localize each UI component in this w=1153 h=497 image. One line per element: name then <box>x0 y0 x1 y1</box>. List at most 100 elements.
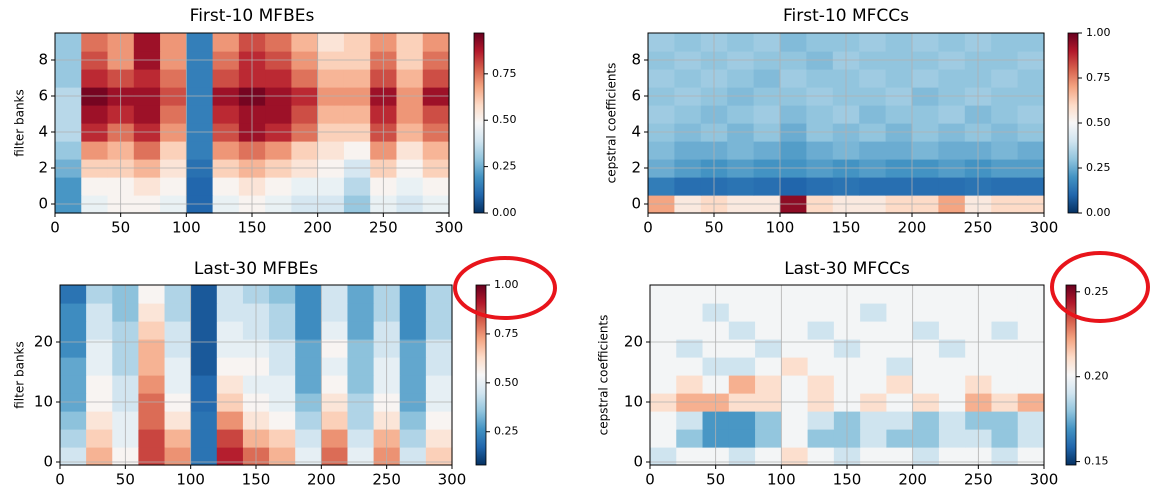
heatmap-cell <box>991 411 1019 430</box>
heatmap-cell <box>886 411 914 430</box>
heatmap-cell <box>912 411 940 430</box>
y-tick-label: 20 <box>34 333 53 351</box>
heatmap-cell <box>1017 69 1045 88</box>
heatmap-cell <box>164 411 192 430</box>
heatmap-cell <box>676 357 704 376</box>
heatmap-cell <box>265 69 292 88</box>
heatmap-cell <box>425 321 453 340</box>
heatmap-cell <box>190 429 218 448</box>
heatmap-cell <box>806 177 834 196</box>
x-tick-label: 100 <box>176 471 205 489</box>
heatmap-cell <box>295 285 322 304</box>
heatmap-cell <box>425 357 453 376</box>
heatmap-cell <box>343 177 371 196</box>
heatmap-cell <box>86 303 113 322</box>
heatmap-cell <box>650 285 677 304</box>
heatmap-cell <box>399 357 427 376</box>
heatmap-cell <box>164 429 192 448</box>
colorbar-tick-label: 1.00 <box>1086 26 1111 39</box>
heatmap-cell <box>859 177 887 196</box>
heatmap-cell <box>912 105 939 124</box>
heatmap-cell <box>347 411 375 430</box>
x-tick-label: 100 <box>767 471 796 489</box>
colorbar <box>1065 284 1077 466</box>
heatmap-cell <box>396 105 424 124</box>
heatmap-cell <box>1017 303 1045 322</box>
heatmap-cell <box>60 375 87 394</box>
heatmap-cell <box>674 33 702 52</box>
heatmap-cell <box>55 105 82 124</box>
colorbar <box>473 32 485 214</box>
x-tick-label: 250 <box>369 219 398 237</box>
heatmap-cell <box>860 285 887 304</box>
heatmap-cell <box>806 69 834 88</box>
heatmap-cell <box>753 33 781 52</box>
heatmap-cell <box>938 411 966 430</box>
y-tick-label: 4 <box>38 123 48 141</box>
heatmap-cell <box>396 177 424 196</box>
heatmap-cell <box>86 357 113 376</box>
y-axis-label: cepstral coefficients <box>605 63 619 184</box>
heatmap-cell <box>807 411 835 430</box>
heatmap-cell <box>885 177 913 196</box>
heatmap-cell <box>1017 447 1045 466</box>
heatmap-cell <box>991 357 1019 376</box>
heatmap-cell <box>216 303 244 322</box>
heatmap-cell <box>780 177 807 196</box>
heatmap-cell <box>1017 105 1045 124</box>
heatmap-cell <box>422 105 450 124</box>
y-tick-label: 0 <box>633 453 643 471</box>
heatmap-cell <box>1017 285 1045 304</box>
heatmap-cell <box>727 33 755 52</box>
heatmap-cell <box>216 375 244 394</box>
chart-title: First-10 MFCCs <box>783 6 909 26</box>
colorbar-tick-label: 0.25 <box>1086 161 1111 174</box>
heatmap-cell <box>1017 339 1045 358</box>
heatmap-cell <box>265 141 292 160</box>
heatmap-cell <box>164 339 192 358</box>
heatmap-cell <box>860 357 887 376</box>
colorbar-tick-label: 0.00 <box>492 206 517 219</box>
x-tick-label: 300 <box>438 471 467 489</box>
heatmap-cell <box>190 285 218 304</box>
heatmap-cell <box>133 141 161 160</box>
heatmap-cell <box>728 447 756 466</box>
heatmap-cell <box>81 141 109 160</box>
heatmap-cell <box>886 357 914 376</box>
heatmap-cell <box>60 357 87 376</box>
heatmap-cell <box>138 447 166 466</box>
heatmap-cell <box>1017 33 1045 52</box>
heatmap-cell <box>133 33 161 52</box>
heatmap-cell <box>321 447 349 466</box>
heatmap-cell <box>138 321 166 340</box>
heatmap-cell <box>727 69 755 88</box>
heatmap-cell <box>317 69 345 88</box>
heatmap-cell <box>886 429 914 448</box>
y-axis-label: cepstral coefficients <box>597 315 611 436</box>
heatmap-cell <box>991 285 1019 304</box>
heatmap-cell <box>781 411 809 430</box>
heatmap-cell <box>265 105 292 124</box>
heatmap-cell <box>781 339 809 358</box>
y-tick-label: 2 <box>38 159 48 177</box>
heatmap-cell <box>674 69 702 88</box>
heatmap-cell <box>425 285 453 304</box>
colorbar-tick-label: 0.50 <box>1086 116 1111 129</box>
heatmap-cell <box>781 303 809 322</box>
heatmap-cell <box>728 339 756 358</box>
heatmap-cell <box>60 321 87 340</box>
heatmap-cell <box>650 321 677 340</box>
heatmap-cell <box>676 375 704 394</box>
heatmap-cell <box>938 105 966 124</box>
heatmap-cell <box>425 429 453 448</box>
heatmap-cell <box>422 177 450 196</box>
heatmap-cell <box>912 33 939 52</box>
heatmap-cell <box>160 33 187 52</box>
heatmap-cell <box>265 33 292 52</box>
heatmap-cell <box>216 429 244 448</box>
heatmap-cell <box>317 33 345 52</box>
heatmap-cell <box>728 303 756 322</box>
heatmap-cell <box>991 303 1019 322</box>
colorbar-tick-label: 0.50 <box>494 376 519 389</box>
heatmap-cell <box>321 321 349 340</box>
